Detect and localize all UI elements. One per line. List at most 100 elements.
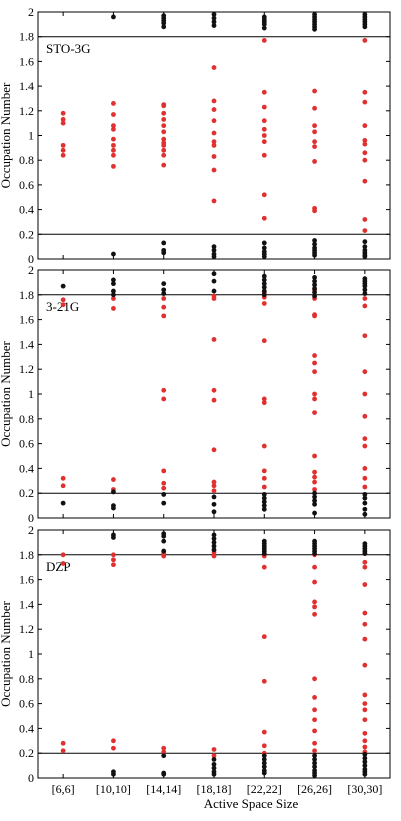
data-point bbox=[362, 744, 368, 750]
data-point bbox=[362, 738, 368, 744]
data-point bbox=[261, 25, 267, 31]
data-point bbox=[211, 540, 217, 545]
data-point bbox=[312, 286, 317, 291]
data-point bbox=[211, 142, 217, 148]
data-point bbox=[261, 284, 267, 290]
data-point bbox=[60, 552, 66, 558]
data-point bbox=[161, 304, 167, 310]
data-point bbox=[161, 480, 167, 486]
data-point bbox=[111, 163, 116, 169]
x-tick-label: [10,10] bbox=[96, 782, 131, 796]
data-point bbox=[161, 771, 167, 777]
y-tick-label: 0.6 bbox=[19, 437, 34, 451]
x-tick-label: [22,22] bbox=[247, 782, 282, 796]
data-point bbox=[211, 198, 217, 204]
data-point bbox=[312, 740, 317, 746]
data-point bbox=[111, 535, 116, 540]
data-point bbox=[60, 283, 66, 289]
data-point bbox=[362, 296, 368, 301]
series-red bbox=[60, 549, 368, 759]
data-point bbox=[261, 126, 267, 132]
data-point bbox=[362, 254, 368, 259]
data-point bbox=[312, 410, 317, 415]
data-point bbox=[362, 771, 368, 777]
data-point bbox=[362, 391, 368, 397]
data-point bbox=[362, 141, 368, 147]
data-point bbox=[362, 500, 368, 506]
data-point bbox=[261, 192, 267, 198]
data-point bbox=[362, 283, 368, 289]
y-tick-label: 0.4 bbox=[19, 721, 34, 735]
data-point bbox=[211, 397, 217, 403]
data-point bbox=[111, 552, 116, 558]
data-point bbox=[161, 281, 167, 287]
y-tick-label: 0 bbox=[28, 771, 34, 785]
data-point bbox=[211, 247, 217, 253]
data-point bbox=[312, 773, 317, 778]
data-point bbox=[362, 123, 368, 129]
data-point bbox=[161, 142, 167, 148]
data-point bbox=[161, 745, 167, 751]
y-tick-label: 1.8 bbox=[19, 288, 34, 302]
panel-dzp: 0 0.2 0.4 0.6 0.8 1 1.2 1.4 1.6 1.8 2 [6,6] [10,10] [… bbox=[0, 523, 391, 796]
data-point bbox=[161, 110, 167, 116]
data-point bbox=[312, 360, 317, 366]
y-tick-label: 1.2 bbox=[19, 362, 34, 376]
data-point bbox=[111, 771, 116, 777]
data-point bbox=[211, 447, 217, 453]
data-point bbox=[161, 296, 167, 301]
data-point bbox=[261, 468, 267, 474]
data-point bbox=[111, 147, 116, 153]
panel-label: STO-3G bbox=[46, 41, 91, 56]
data-point bbox=[161, 538, 167, 544]
series-black bbox=[111, 12, 368, 259]
data-point bbox=[111, 288, 116, 294]
data-point bbox=[111, 112, 116, 117]
data-point bbox=[261, 89, 267, 95]
data-point bbox=[362, 436, 368, 442]
data-point bbox=[161, 291, 167, 296]
data-point bbox=[312, 707, 317, 713]
data-point bbox=[312, 604, 317, 610]
data-point bbox=[312, 289, 317, 295]
data-point bbox=[211, 130, 217, 136]
data-point bbox=[312, 498, 317, 504]
data-point bbox=[312, 717, 317, 723]
data-point bbox=[211, 98, 217, 104]
data-point bbox=[362, 763, 368, 768]
data-point bbox=[60, 475, 66, 481]
data-point bbox=[261, 443, 267, 449]
data-point bbox=[261, 288, 267, 294]
data-point bbox=[312, 479, 317, 485]
data-point bbox=[60, 740, 66, 746]
data-point bbox=[60, 748, 66, 754]
y-tick-label: 0.8 bbox=[19, 672, 34, 686]
y-tick-label: 1.4 bbox=[19, 337, 34, 351]
x-tick-label: [26,26] bbox=[297, 782, 332, 796]
data-point bbox=[261, 760, 267, 766]
data-point bbox=[261, 133, 267, 138]
data-point bbox=[362, 511, 368, 517]
plot-frame bbox=[37, 11, 391, 260]
data-point bbox=[312, 313, 317, 319]
y-tick-label: 1 bbox=[28, 387, 34, 401]
data-point bbox=[362, 559, 368, 565]
data-point bbox=[111, 292, 116, 298]
data-point bbox=[312, 241, 317, 247]
data-point bbox=[111, 100, 116, 106]
data-point bbox=[312, 353, 317, 358]
data-point bbox=[362, 621, 368, 627]
y-axis-title: Occupation Number bbox=[0, 82, 13, 188]
x-tick-label: [6,6] bbox=[52, 782, 75, 796]
data-point bbox=[362, 178, 368, 184]
data-point bbox=[261, 152, 267, 158]
panels-group: 0 0.2 0.4 0.6 0.8 1 1.2 1.4 1.6 1.8 2 STO-3G Occupat… bbox=[0, 5, 391, 796]
data-point bbox=[211, 761, 217, 767]
data-point bbox=[261, 753, 267, 759]
data-point bbox=[362, 492, 368, 497]
y-tick-label: 0 bbox=[28, 252, 34, 266]
data-point bbox=[261, 277, 267, 283]
data-point bbox=[161, 152, 167, 158]
data-point bbox=[362, 730, 368, 736]
data-point bbox=[60, 110, 66, 116]
